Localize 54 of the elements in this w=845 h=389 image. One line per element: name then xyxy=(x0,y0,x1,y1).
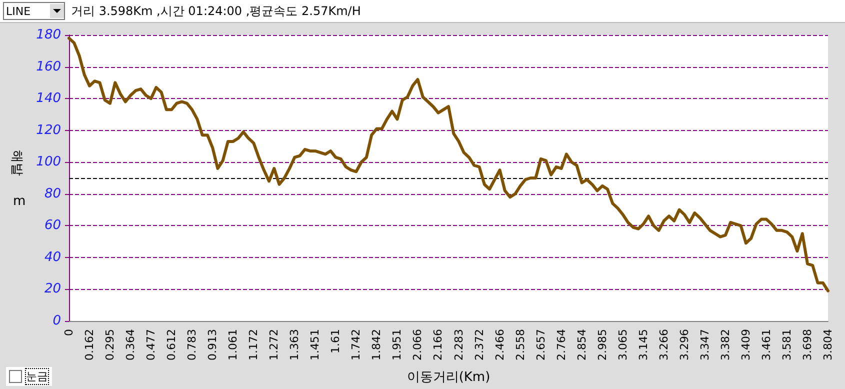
x-tick-label: 3.266 xyxy=(657,329,670,360)
x-tick-label: 3.698 xyxy=(800,329,814,360)
x-tick-label: 2.372 xyxy=(472,329,486,360)
x-tick-label: 0.477 xyxy=(144,329,158,360)
x-tick-label: 3.461 xyxy=(760,329,773,360)
y-tick-label: 80 xyxy=(44,186,61,202)
x-tick-label: 2.166 xyxy=(432,329,445,360)
y-tick-label: 180 xyxy=(36,28,61,42)
x-tick-label: 3.581 xyxy=(780,329,794,360)
x-tick-label: 0.162 xyxy=(83,329,96,360)
x-tick-label: 2.985 xyxy=(596,329,609,360)
x-tick-label: 0 xyxy=(62,329,76,336)
x-tick-label: 1.61 xyxy=(329,329,342,354)
x-tick-label: 1.172 xyxy=(247,329,260,360)
x-tick-label: 1.272 xyxy=(268,329,281,360)
x-tick-label: 0.612 xyxy=(165,329,178,360)
y-tick-label: 60 xyxy=(44,218,61,234)
x-tick-label: 0.364 xyxy=(124,329,138,360)
x-tick-label: 2.558 xyxy=(514,329,527,360)
x-tick-label: 3.409 xyxy=(739,329,752,360)
x-axis-title: 이동거리(Km) xyxy=(406,370,490,385)
y-tick-label: 120 xyxy=(36,122,61,138)
x-tick-label: 3.065 xyxy=(616,329,630,360)
x-tick-label: 3.347 xyxy=(698,329,712,360)
y-tick-label: 40 xyxy=(44,250,61,265)
x-tick-label: 1.842 xyxy=(370,329,384,360)
y-tick-label: 0 xyxy=(52,314,61,328)
x-tick-label: 0.783 xyxy=(186,329,199,360)
y-tick-label: 20 xyxy=(44,282,61,297)
x-tick-label: 3.804 xyxy=(822,329,834,360)
y-tick-label: 160 xyxy=(36,59,61,74)
x-tick-label: 2.066 xyxy=(411,329,424,360)
x-tick-label: 0.295 xyxy=(104,329,117,360)
x-tick-label: 1.951 xyxy=(390,329,404,360)
dropdown: LINE xyxy=(3,2,65,20)
x-tick-label: 2.854 xyxy=(575,329,588,360)
x-tick-label: 1.061 xyxy=(226,329,240,360)
x-tick-label: 1.363 xyxy=(288,329,302,360)
y-tick-label: 140 xyxy=(36,91,61,106)
x-tick-label: 2.764 xyxy=(554,329,568,360)
x-tick-label: 2.657 xyxy=(534,329,548,360)
x-tick-label: 3.382 xyxy=(718,329,732,360)
chart-title: 거리 3.598Km ,시간 01:24:00 ,평균속도 2.57Km/H xyxy=(71,2,361,20)
y-tick-label: 100 xyxy=(36,154,61,170)
x-tick-label: 2.466 xyxy=(493,329,506,360)
x-tick-label: 2.283 xyxy=(452,329,466,360)
x-tick-label: 1.742 xyxy=(350,329,363,360)
x-tick-label: 0.913 xyxy=(206,329,220,360)
text: 눈금 xyxy=(25,368,49,385)
x-tick-label: 3.296 xyxy=(678,329,691,360)
x-tick-label: 1.451 xyxy=(308,329,322,360)
x-tick-label: 3.145 xyxy=(636,329,650,360)
text: 해발 m xyxy=(9,150,26,209)
line-series xyxy=(68,36,830,292)
